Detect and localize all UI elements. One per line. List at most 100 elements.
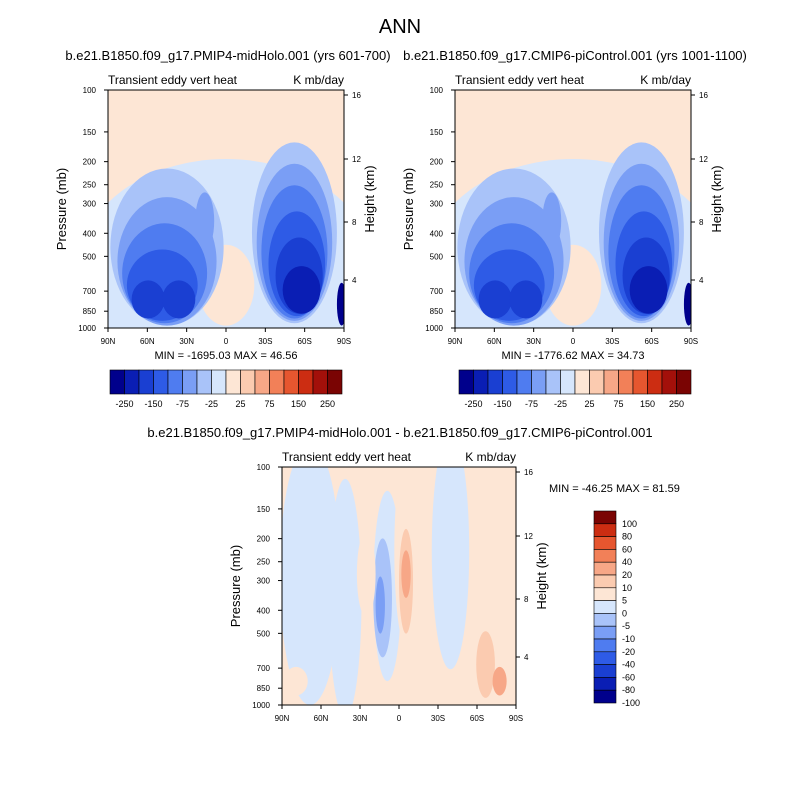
panel-difference-title: b.e21.B1850.f09_g17.PMIP4-midHolo.001 - …: [147, 425, 652, 440]
panel-midholo-y-tick-label: 500: [83, 252, 97, 261]
panel-difference-x-tick-label: 60N: [314, 714, 329, 723]
colorbar-difference-label: -80: [622, 685, 635, 695]
panel-difference-contour-region: [431, 467, 470, 670]
colorbar-midholo-label: -75: [176, 399, 189, 409]
colorbar-difference-label: -40: [622, 660, 635, 670]
panel-midholo-y-tick-label: 150: [83, 128, 97, 137]
panel-midholo-y-tick-label: 100: [83, 86, 97, 95]
colorbar-picontrol-box: [458, 369, 474, 395]
colorbar-picontrol-box: [647, 369, 663, 395]
panel-picontrol-y2-tick-label: 12: [699, 155, 708, 164]
colorbar-midholo-box: [240, 369, 256, 395]
panel-difference-contour-region: [476, 631, 495, 698]
panel-midholo-x-tick-label: 60N: [140, 337, 155, 346]
panel-difference-y2-tick-label: 12: [524, 532, 533, 541]
panel-midholo-x-tick-label: 0: [224, 337, 229, 346]
colorbar-picontrol-label: 150: [640, 399, 655, 409]
panel-picontrol-contour-region: [509, 280, 543, 319]
panel-difference-y-tick-label: 250: [257, 558, 271, 567]
panel-picontrol-y-tick-label: 300: [430, 200, 444, 209]
panel-difference-contour-region: [284, 666, 308, 696]
panel-difference-contour-region: [492, 666, 507, 696]
colorbar-picontrol-box: [502, 369, 518, 395]
panel-midholo-right-string: K mb/day: [293, 73, 344, 87]
colorbar-picontrol-box: [473, 369, 489, 395]
colorbar-difference-box: [593, 523, 617, 537]
panel-picontrol-y-label: Pressure (mb): [401, 168, 416, 250]
panel-midholo-stats: MIN = -1695.03 MAX = 46.56: [154, 350, 297, 362]
panel-midholo-contour-region: [282, 266, 321, 314]
colorbar-picontrol-label: -25: [554, 399, 567, 409]
panel-difference-y-tick-label: 200: [257, 535, 271, 544]
colorbar-difference: 100 80 60 40 20 10 5 0 -5 -10 -20 -40 -60 -80 -100: [593, 510, 640, 708]
colorbar-midholo-box: [225, 369, 241, 395]
panel-midholo-contour-region: [162, 280, 196, 319]
panel-picontrol-y-tick-label: 850: [430, 307, 444, 316]
colorbar-difference-box: [593, 536, 617, 550]
colorbar-midholo-label: 150: [291, 399, 306, 409]
colorbar-midholo-label: -25: [205, 399, 218, 409]
colorbar-difference-label: 10: [622, 583, 632, 593]
panel-difference-contour-region: [375, 576, 385, 634]
panel-midholo-y2-tick-label: 8: [352, 218, 357, 227]
panel-midholo-y2-tick-label: 16: [352, 91, 361, 100]
colorbar-picontrol-box: [676, 369, 692, 395]
panel-difference-y2-tick-label: 8: [524, 595, 529, 604]
colorbar-difference-label: 60: [622, 544, 632, 554]
colorbar-difference-label: 80: [622, 532, 632, 542]
colorbar-difference-label: -10: [622, 634, 635, 644]
colorbar-midholo-box: [312, 369, 328, 395]
panel-midholo-contour-region: [195, 192, 215, 250]
colorbar-picontrol-box: [487, 369, 503, 395]
panel-midholo-y-label: Pressure (mb): [54, 168, 69, 250]
colorbar-difference-box: [593, 651, 617, 665]
colorbar-midholo-box: [298, 369, 314, 395]
panel-difference-y-tick-label: 700: [257, 664, 271, 673]
colorbar-picontrol-label: 250: [669, 399, 684, 409]
panel-picontrol-y2-tick-label: 8: [699, 218, 704, 227]
panel-picontrol-y-tick-label: 500: [430, 252, 444, 261]
colorbar-difference-label: 40: [622, 557, 632, 567]
panel-midholo-y2-tick-label: 4: [352, 276, 357, 285]
panel-picontrol-contour-region: [542, 192, 562, 250]
panel-midholo-contour-region: [131, 280, 165, 319]
panel-difference-y-tick-label: 850: [257, 684, 271, 693]
panel-picontrol-y-tick-label: 200: [430, 158, 444, 167]
colorbar-picontrol-label: -75: [525, 399, 538, 409]
panel-midholo-x-tick-label: 30S: [258, 337, 272, 346]
colorbar-difference-box: [593, 549, 617, 563]
panel-difference-left-string: Transient eddy vert heat: [282, 450, 412, 464]
panel-picontrol-contour-region: [478, 280, 512, 319]
colorbar-difference-box: [593, 664, 617, 678]
panel-difference-contour-region: [356, 531, 376, 617]
colorbar-picontrol-box: [618, 369, 634, 395]
colorbar-difference-box: [593, 561, 617, 576]
colorbar-midholo-box: [211, 369, 227, 395]
colorbar-picontrol-label: 75: [613, 399, 623, 409]
panel-picontrol-y-tick-label: 250: [430, 181, 444, 190]
colorbar-difference-label: -100: [622, 698, 640, 708]
panel-picontrol-x-tick-label: 60S: [645, 337, 659, 346]
colorbar-midholo-label: -250: [115, 399, 133, 409]
panel-midholo-y2-label: Height (km): [362, 165, 377, 232]
colorbar-midholo-box: [124, 369, 140, 395]
colorbar-difference-box: [593, 677, 617, 691]
panel-difference-x-tick-label: 30S: [431, 714, 445, 723]
colorbar-midholo-box: [182, 369, 198, 395]
panel-picontrol-contour-region: [629, 266, 668, 314]
colorbar-picontrol-box: [632, 369, 648, 395]
colorbar-difference-box: [593, 587, 617, 601]
panel-picontrol-left-string: Transient eddy vert heat: [455, 73, 585, 87]
colorbar-midholo-box: [153, 369, 169, 395]
panel-picontrol-y2-label: Height (km): [709, 165, 724, 232]
panel-midholo-y-tick-label: 300: [83, 200, 97, 209]
panel-midholo-y-tick-label: 700: [83, 287, 97, 296]
colorbar-picontrol-box: [661, 369, 677, 395]
colorbar-midholo-box: [269, 369, 285, 395]
panel-picontrol-right-string: K mb/day: [640, 73, 691, 87]
panel-difference-y-tick-label: 300: [257, 577, 271, 586]
panel-difference-y-tick-label: 150: [257, 505, 271, 514]
panel-picontrol-x-tick-label: 90N: [448, 337, 463, 346]
colorbar-midholo-label: 75: [264, 399, 274, 409]
